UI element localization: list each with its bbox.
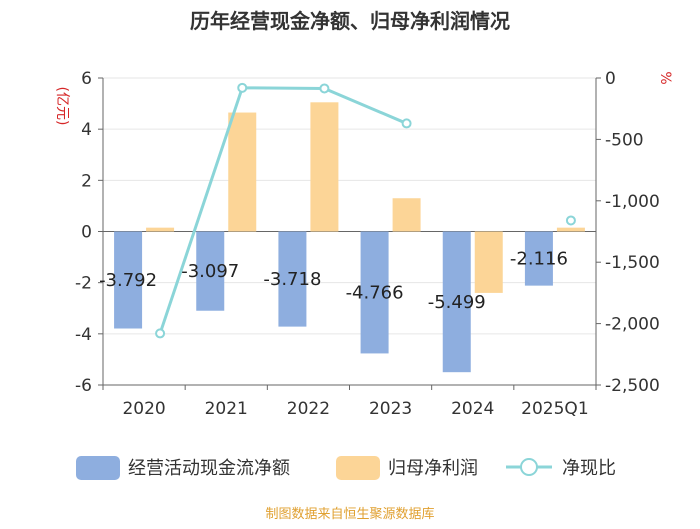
chart-title: 历年经营现金净额、归母净利润情况 <box>190 9 510 33</box>
line-point <box>565 215 576 226</box>
bar-data-label: -5.499 <box>428 292 486 313</box>
line-series-segment <box>158 86 408 334</box>
left-tick-label: -2 <box>75 274 92 294</box>
bar-data-label: -4.766 <box>346 282 404 303</box>
left-tick-label: 6 <box>81 69 92 89</box>
x-tick-label: 2020 <box>122 399 165 419</box>
bar <box>114 231 143 329</box>
bar <box>392 198 421 232</box>
left-axis-unit: (亿元) <box>54 87 70 126</box>
bar <box>474 231 503 293</box>
bar-data-label: -3.097 <box>181 261 239 282</box>
left-axis: -6 -4 -2 0 2 4 6 (亿元) <box>54 69 104 396</box>
right-tick-label: -2,500 <box>605 376 660 396</box>
legend-label: 经营活动现金流净额 <box>128 458 290 479</box>
left-tick-label: 2 <box>81 171 92 191</box>
right-tick-label: -2,000 <box>605 315 660 335</box>
bar-data-label: -2.116 <box>510 249 568 270</box>
right-tick-label: -1,500 <box>605 253 660 273</box>
line-point <box>155 328 166 339</box>
right-tick-label: -500 <box>605 130 644 150</box>
bar <box>310 102 339 232</box>
right-axis-unit: % <box>657 71 673 84</box>
legend-line-marker <box>520 458 538 476</box>
bar <box>278 231 307 327</box>
source-note: 制图数据来自恒生聚源数据库 <box>265 506 434 522</box>
legend-label: 净现比 <box>562 458 616 479</box>
x-tick-label: 2023 <box>369 399 412 419</box>
legend-swatch <box>336 456 380 480</box>
bar <box>146 227 175 232</box>
legend: 经营活动现金流净额 归母净利润 净现比 <box>76 456 616 480</box>
bar <box>196 231 225 311</box>
right-tick-label: -1,000 <box>605 192 660 212</box>
line-point <box>401 118 412 129</box>
bar <box>556 227 585 232</box>
left-tick-label: 0 <box>81 223 92 243</box>
x-axis: 2020 2021 2022 2023 2024 2025Q1 <box>102 384 597 419</box>
bar-data-label: -3.718 <box>263 269 321 290</box>
line-layer <box>155 82 576 339</box>
x-tick-label: 2024 <box>451 399 494 419</box>
data-labels: -3.792 -3.097 -3.718 -4.766 -5.499 -2.116 <box>99 249 568 313</box>
left-tick-label: 4 <box>81 120 92 140</box>
x-tick-label: 2025Q1 <box>521 399 588 419</box>
right-tick-label: 0 <box>605 69 616 89</box>
bar <box>442 231 471 373</box>
legend-label: 归母净利润 <box>388 458 478 479</box>
bar-data-label: -3.792 <box>99 270 157 291</box>
left-tick-label: -4 <box>75 325 92 345</box>
line-point <box>319 83 330 94</box>
right-axis: 0 -500 -1,000 -1,500 -2,000 -2,500% <box>595 69 673 396</box>
left-tick-label: -6 <box>75 376 92 396</box>
grid-lines <box>103 77 596 386</box>
bar <box>524 231 553 286</box>
bar <box>360 231 389 354</box>
bars-layer <box>114 102 585 373</box>
x-tick-label: 2022 <box>287 399 330 419</box>
bar <box>228 112 257 232</box>
x-tick-label: 2021 <box>205 399 248 419</box>
line-point <box>237 82 248 93</box>
legend-swatch <box>76 456 120 480</box>
